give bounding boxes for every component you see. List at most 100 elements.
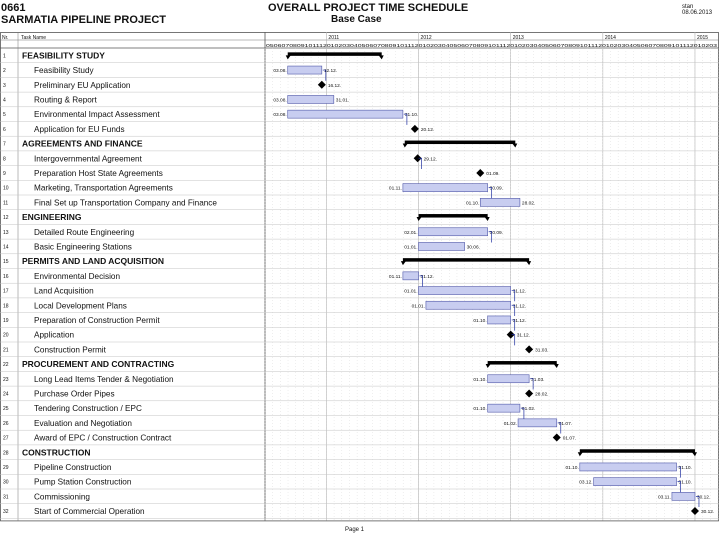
summary-bar-end-cap	[512, 143, 518, 148]
summary-bar	[418, 214, 488, 218]
dependency-link	[695, 496, 700, 508]
milestone-diamond	[476, 168, 485, 177]
summary-bar-end-cap	[553, 364, 559, 369]
task-end-date: 31.10.	[679, 480, 692, 486]
table-frame	[0, 32, 719, 522]
task-number: 21	[3, 347, 9, 353]
dependency-link	[511, 319, 516, 331]
task-name: Preliminary EU Application	[34, 81, 131, 90]
milestone-diamond	[552, 433, 561, 442]
task-end-date: 30.09.	[490, 230, 503, 236]
task-bar	[418, 242, 465, 251]
task-end-date: 12.12.	[324, 68, 337, 74]
task-number: 26	[3, 421, 9, 427]
year-label: 2011	[328, 35, 339, 41]
task-start-date: 01.11.	[389, 186, 402, 192]
task-start-date: 01.10.	[473, 377, 486, 383]
task-end-date: 30.09.	[490, 186, 503, 192]
summary-bar	[404, 140, 516, 145]
task-name: Local Development Plans	[34, 301, 127, 310]
task-name-column-header: Task Name	[21, 35, 46, 41]
task-number: 31	[3, 494, 9, 500]
task-number: 23	[3, 377, 9, 383]
task-number: 6	[3, 127, 6, 133]
milestone-diamond	[413, 154, 422, 163]
summary-bar-start-cap	[402, 143, 408, 148]
task-number: 4	[3, 97, 6, 103]
task-number: 30	[3, 480, 9, 486]
task-number: 2	[3, 68, 6, 74]
task-bar	[402, 271, 419, 281]
year-label: 2013	[513, 35, 524, 41]
summary-task-name: CONSTRUCTION	[22, 447, 90, 457]
task-start-date: 01.10.	[466, 200, 479, 206]
milestone-date: 30.12.	[701, 509, 714, 515]
task-name: Environmental Impact Assessment	[34, 110, 160, 119]
milestone-date: 16.12.	[328, 83, 341, 89]
task-bar	[418, 227, 488, 237]
task-end-date: 30.12.	[697, 494, 710, 500]
task-start-date: 01.10.	[473, 318, 486, 324]
summary-bar-start-cap	[416, 217, 422, 222]
task-name: Application	[34, 331, 75, 340]
summary-bar-end-cap	[526, 261, 532, 266]
task-bar	[487, 403, 521, 413]
task-number: 28	[3, 450, 9, 456]
task-name: Detailed Route Engineering	[34, 228, 135, 237]
task-name: Preparation of Construction Permit	[34, 316, 160, 325]
summary-bar	[487, 361, 557, 365]
task-end-date: 30.06.	[467, 244, 480, 250]
task-name: Application for EU Funds	[34, 125, 125, 134]
summary-bar	[579, 449, 695, 453]
task-end-date: 01.07.	[559, 421, 572, 427]
print-date: stan 08.06.2013	[682, 4, 713, 16]
task-end-date: 31.12.	[513, 289, 526, 295]
summary-bar	[287, 52, 382, 56]
summary-bar-start-cap	[485, 364, 491, 369]
task-name: Routing & Report	[34, 95, 98, 104]
task-bar	[287, 65, 323, 75]
task-start-date: 03.08.	[273, 97, 286, 103]
task-start-date: 03.08.	[273, 68, 286, 74]
milestone-date: 01.09.	[486, 171, 499, 177]
task-number: 22	[3, 362, 9, 368]
task-number: 7	[3, 142, 6, 148]
year-label: 2015	[697, 35, 708, 41]
task-bar	[479, 198, 521, 207]
task-number: 27	[3, 436, 9, 442]
task-start-date: 02.01.	[404, 230, 417, 236]
dependency-link	[488, 231, 493, 243]
summary-bar-start-cap	[400, 261, 406, 266]
task-number: 18	[3, 303, 9, 309]
task-name: Intergovernmental Agreement	[34, 154, 143, 163]
dependency-link	[677, 466, 681, 478]
task-bar	[425, 300, 511, 310]
task-bar	[418, 286, 511, 295]
task-name: Preparation Host State Agreements	[34, 169, 163, 178]
milestone-diamond	[317, 80, 326, 89]
task-bar	[287, 109, 404, 119]
summary-bar-start-cap	[285, 55, 291, 60]
milestone-diamond	[410, 124, 419, 133]
dependency-link	[419, 275, 423, 287]
summary-bar-end-cap	[691, 452, 697, 457]
task-number: 11	[3, 200, 8, 206]
task-name: Pump Station Construction	[34, 478, 132, 487]
task-name: Start of Commercial Operation	[34, 507, 145, 516]
milestone-diamond	[525, 345, 534, 354]
task-name: Tendering Construction / EPC	[34, 404, 142, 413]
summary-bar-start-cap	[577, 452, 583, 457]
task-number: 32	[3, 509, 9, 515]
task-number: 1	[3, 53, 6, 59]
dependency-link	[488, 187, 493, 199]
task-end-date: 31.03.	[531, 377, 544, 383]
task-name: Final Set up Transportation Company and …	[34, 198, 217, 207]
summary-bar-end-cap	[484, 217, 490, 222]
task-name: Environmental Decision	[34, 272, 120, 281]
dependency-link	[511, 290, 516, 302]
task-name: Evaluation and Negotiation	[34, 419, 132, 428]
task-number: 24	[3, 391, 9, 397]
task-name: Long Lead Items Tender & Negotiation	[34, 375, 174, 384]
project-id: 0661	[1, 2, 26, 14]
